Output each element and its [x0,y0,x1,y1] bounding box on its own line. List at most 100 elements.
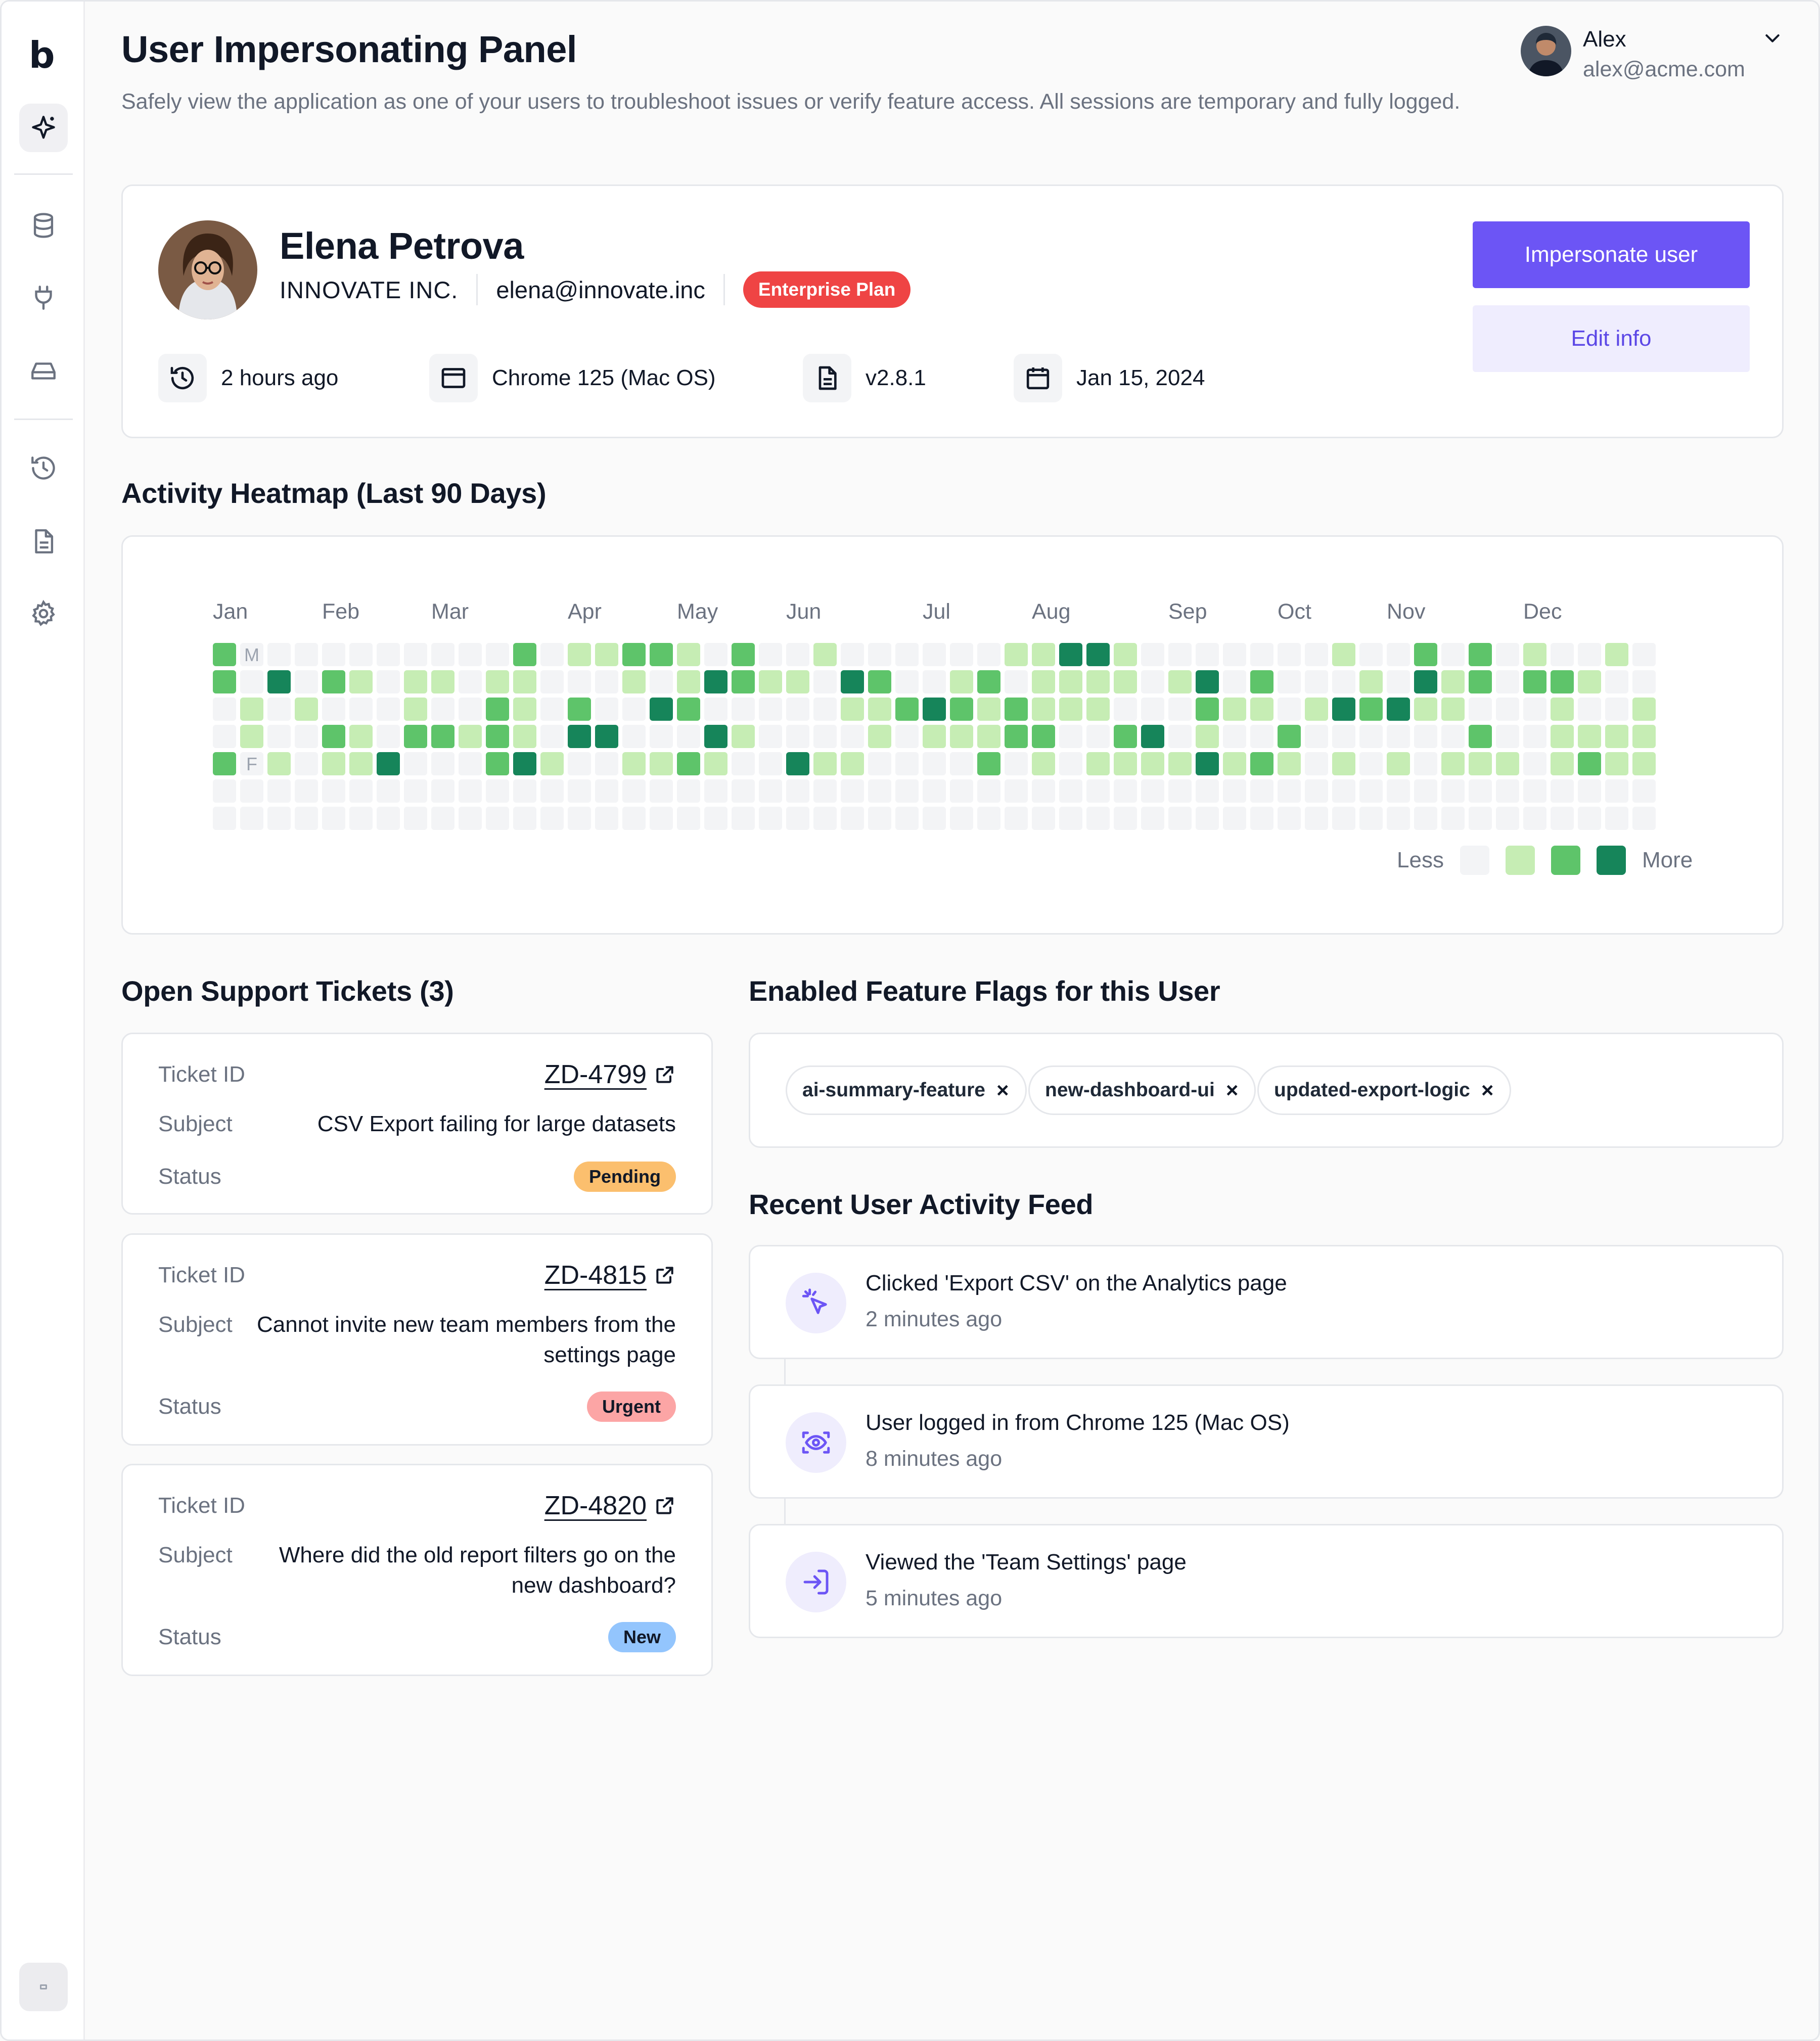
heatmap-cell[interactable] [977,643,1000,666]
heatmap-cell[interactable] [1005,670,1028,693]
heatmap-cell[interactable] [704,643,727,666]
heatmap-cell[interactable] [459,752,482,775]
heatmap-cell[interactable] [1496,807,1519,830]
heatmap-cell[interactable] [1114,752,1137,775]
heatmap-cell[interactable] [868,807,891,830]
heatmap-cell[interactable] [1032,779,1055,803]
heatmap-cell[interactable] [1496,643,1519,666]
heatmap-cell[interactable] [813,807,837,830]
heatmap-cell[interactable] [349,752,373,775]
heatmap-cell[interactable] [1387,752,1410,775]
heatmap-cell[interactable] [1496,725,1519,748]
heatmap-cell[interactable] [759,643,782,666]
heatmap-cell[interactable] [1086,807,1110,830]
heatmap-cell[interactable] [1032,807,1055,830]
heatmap-cell[interactable] [1632,807,1656,830]
heatmap-cell[interactable] [431,779,454,803]
heatmap-cell[interactable] [1605,779,1628,803]
heatmap-cell[interactable] [595,698,618,721]
heatmap-cell[interactable] [1578,670,1601,693]
heatmap-cell[interactable] [1523,725,1546,748]
heatmap-cell[interactable] [1441,698,1465,721]
heatmap-cell[interactable] [732,698,755,721]
heatmap-cell[interactable] [813,643,837,666]
remove-icon[interactable]: × [1481,1078,1494,1102]
heatmap-cell[interactable] [1223,725,1246,748]
heatmap-cell[interactable] [1359,698,1383,721]
heatmap-cell[interactable] [759,725,782,748]
heatmap-cell[interactable] [1551,643,1574,666]
heatmap-cell[interactable] [1305,807,1328,830]
heatmap-cell[interactable] [1086,698,1110,721]
heatmap-cell[interactable] [650,779,673,803]
heatmap-cell[interactable] [1414,807,1437,830]
heatmap-cell[interactable] [950,670,973,693]
heatmap-cell[interactable] [868,779,891,803]
heatmap-cell[interactable] [1168,698,1192,721]
heatmap-cell[interactable] [431,698,454,721]
heatmap-cell[interactable] [622,752,646,775]
heatmap-cell[interactable] [895,643,919,666]
heatmap-cell[interactable] [1523,752,1546,775]
heatmap-cell[interactable] [1469,698,1492,721]
heatmap-cell[interactable] [1059,807,1082,830]
heatmap-cell[interactable] [1414,698,1437,721]
heatmap-cell[interactable] [1632,725,1656,748]
heatmap-cell[interactable] [213,643,236,666]
heatmap-cell[interactable] [1523,698,1546,721]
heatmap-cell[interactable] [1496,698,1519,721]
account-menu[interactable]: Alex alex@acme.com [1521,24,1794,84]
heatmap-cell[interactable] [677,779,700,803]
heatmap-cell[interactable] [486,670,509,693]
heatmap-cell[interactable] [895,752,919,775]
heatmap-cell[interactable] [322,698,345,721]
heatmap-cell[interactable] [841,698,864,721]
heatmap-cell[interactable] [1551,807,1574,830]
heatmap-cell[interactable] [1005,698,1028,721]
heatmap-cell[interactable] [1223,752,1246,775]
heatmap-cell[interactable] [595,725,618,748]
heatmap-cell[interactable] [486,779,509,803]
heatmap-cell[interactable] [540,670,564,693]
heatmap-cell[interactable] [1005,725,1028,748]
heatmap-cell[interactable] [1086,670,1110,693]
heatmap-cell[interactable] [1141,725,1164,748]
activity-feed-item[interactable]: User logged in from Chrome 125 (Mac OS) … [749,1384,1784,1499]
heatmap-cell[interactable] [977,807,1000,830]
heatmap-cell[interactable] [759,670,782,693]
heatmap-cell[interactable] [1551,725,1574,748]
heatmap-cell[interactable] [1196,779,1219,803]
collapse-sidebar-button[interactable] [19,1963,68,2011]
heatmap-cell[interactable] [1578,779,1601,803]
heatmap-cell[interactable] [1005,643,1028,666]
heatmap-cell[interactable] [267,698,291,721]
heatmap-cell[interactable] [568,752,591,775]
heatmap-cell[interactable] [677,725,700,748]
heatmap-cell[interactable] [786,807,809,830]
heatmap-cell[interactable] [213,725,236,748]
heatmap-cell[interactable] [1414,670,1437,693]
chevron-down-icon[interactable] [1762,28,1783,48]
heatmap-cell[interactable] [923,698,946,721]
heatmap-cell[interactable] [704,698,727,721]
remove-icon[interactable]: × [996,1078,1009,1102]
heatmap-cell[interactable] [1196,752,1219,775]
heatmap-cell[interactable] [540,807,564,830]
heatmap-cell[interactable] [732,670,755,693]
heatmap-cell[interactable] [868,752,891,775]
heatmap-cell[interactable] [1305,643,1328,666]
heatmap-cell[interactable] [977,670,1000,693]
heatmap-cell[interactable] [486,752,509,775]
database-icon[interactable] [19,201,68,250]
heatmap-cell[interactable] [1496,779,1519,803]
heatmap-cell[interactable] [240,779,263,803]
heatmap-cell[interactable] [895,807,919,830]
heatmap-cell[interactable] [1441,807,1465,830]
heatmap-cell[interactable] [1332,725,1355,748]
heatmap-cell[interactable] [704,752,727,775]
heatmap-cell[interactable] [1278,643,1301,666]
heatmap-cell[interactable] [1632,698,1656,721]
heatmap-cell[interactable] [213,752,236,775]
heatmap-cell[interactable] [650,725,673,748]
heatmap-cell[interactable] [1059,698,1082,721]
